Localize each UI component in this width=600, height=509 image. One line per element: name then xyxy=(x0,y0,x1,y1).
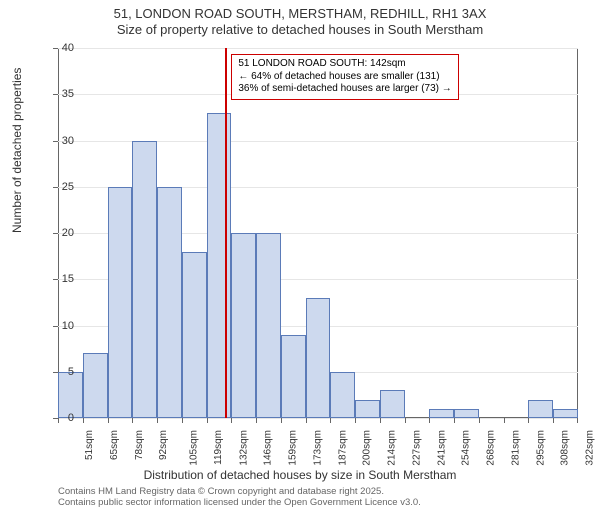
xtick-mark xyxy=(429,418,430,423)
xtick-mark xyxy=(405,418,406,423)
xtick-mark xyxy=(355,418,356,423)
xtick-label: 146sqm xyxy=(263,430,274,466)
xtick-label: 214sqm xyxy=(387,430,398,466)
xtick-label: 92sqm xyxy=(158,430,169,460)
annotation-line: ← 64% of detached houses are smaller (13… xyxy=(238,71,451,84)
histogram-bar xyxy=(281,335,306,418)
ytick-label: 30 xyxy=(46,135,74,147)
xtick-mark xyxy=(553,418,554,423)
xtick-label: 322sqm xyxy=(585,430,596,466)
chart-container: 51, LONDON ROAD SOUTH, MERSTHAM, REDHILL… xyxy=(0,0,600,500)
ytick-label: 15 xyxy=(46,273,74,285)
annotation-line: 36% of semi-detached houses are larger (… xyxy=(238,83,451,96)
y-axis-label: Number of detached properties xyxy=(10,68,24,233)
histogram-bar xyxy=(429,409,454,418)
annotation-line: 51 LONDON ROAD SOUTH: 142sqm xyxy=(238,58,451,71)
xtick-mark xyxy=(108,418,109,423)
xtick-label: 254sqm xyxy=(461,430,472,466)
xtick-mark xyxy=(577,418,578,423)
histogram-bar xyxy=(132,141,157,419)
ytick-label: 5 xyxy=(46,366,74,378)
xtick-mark xyxy=(207,418,208,423)
xtick-mark xyxy=(256,418,257,423)
footer-line-2: Contains public sector information licen… xyxy=(58,497,421,508)
xtick-mark xyxy=(306,418,307,423)
xtick-mark xyxy=(504,418,505,423)
xtick-label: 187sqm xyxy=(337,430,348,466)
ytick-label: 35 xyxy=(46,88,74,100)
title-line-1: 51, LONDON ROAD SOUTH, MERSTHAM, REDHILL… xyxy=(0,6,600,22)
histogram-bar xyxy=(157,187,182,418)
annotation-box: 51 LONDON ROAD SOUTH: 142sqm← 64% of det… xyxy=(231,54,458,100)
histogram-bar xyxy=(207,113,232,418)
histogram-bar xyxy=(355,400,380,419)
xtick-mark xyxy=(528,418,529,423)
xtick-label: 105sqm xyxy=(189,430,200,466)
xtick-label: 173sqm xyxy=(312,430,323,466)
histogram-bar xyxy=(454,409,479,418)
xtick-mark xyxy=(157,418,158,423)
xtick-label: 159sqm xyxy=(288,430,299,466)
xtick-label: 65sqm xyxy=(109,430,120,460)
xtick-label: 295sqm xyxy=(535,430,546,466)
footer-line-1: Contains HM Land Registry data © Crown c… xyxy=(58,486,421,497)
gridline-h xyxy=(58,48,578,49)
x-axis-label: Distribution of detached houses by size … xyxy=(0,468,600,482)
xtick-mark xyxy=(231,418,232,423)
histogram-bar xyxy=(380,390,405,418)
xtick-mark xyxy=(83,418,84,423)
histogram-bar xyxy=(553,409,578,418)
xtick-label: 227sqm xyxy=(411,430,422,466)
chart-title: 51, LONDON ROAD SOUTH, MERSTHAM, REDHILL… xyxy=(0,0,600,39)
xtick-mark xyxy=(182,418,183,423)
xtick-label: 78sqm xyxy=(134,430,145,460)
ytick-label: 20 xyxy=(46,227,74,239)
xtick-mark xyxy=(330,418,331,423)
ytick-label: 10 xyxy=(46,320,74,332)
histogram-bar xyxy=(330,372,355,418)
xtick-mark xyxy=(132,418,133,423)
xtick-label: 241sqm xyxy=(436,430,447,466)
gridline-h xyxy=(58,418,578,419)
footer-attribution: Contains HM Land Registry data © Crown c… xyxy=(58,486,421,509)
reference-line xyxy=(225,48,227,418)
title-line-2: Size of property relative to detached ho… xyxy=(0,22,600,38)
histogram-bar xyxy=(306,298,331,418)
ytick-label: 25 xyxy=(46,181,74,193)
xtick-label: 132sqm xyxy=(238,430,249,466)
ytick-label: 0 xyxy=(46,412,74,424)
xtick-mark xyxy=(281,418,282,423)
xtick-label: 200sqm xyxy=(362,430,373,466)
histogram-bar xyxy=(528,400,553,419)
histogram-bar xyxy=(182,252,207,419)
xtick-mark xyxy=(479,418,480,423)
plot-area: 51sqm65sqm78sqm92sqm105sqm119sqm132sqm14… xyxy=(58,48,578,418)
histogram-bar xyxy=(256,233,281,418)
xtick-mark xyxy=(380,418,381,423)
xtick-label: 281sqm xyxy=(511,430,522,466)
xtick-label: 268sqm xyxy=(486,430,497,466)
histogram-bar xyxy=(83,353,108,418)
xtick-label: 308sqm xyxy=(560,430,571,466)
xtick-label: 119sqm xyxy=(213,430,224,465)
histogram-bar xyxy=(108,187,133,418)
ytick-label: 40 xyxy=(46,42,74,54)
xtick-mark xyxy=(454,418,455,423)
xtick-label: 51sqm xyxy=(84,430,95,460)
histogram-bar xyxy=(231,233,256,418)
